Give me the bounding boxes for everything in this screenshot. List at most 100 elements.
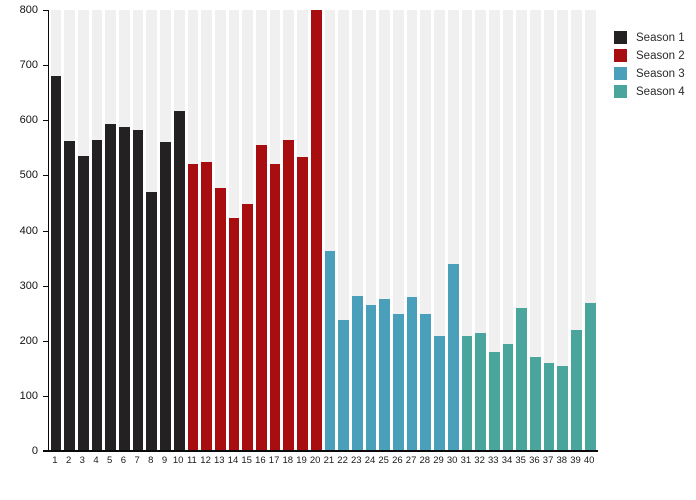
x-tick-label: 22: [337, 455, 348, 466]
x-tick-label: 25: [378, 455, 389, 466]
x-tick-label: 14: [227, 455, 239, 466]
y-tick-label: 800: [19, 4, 38, 16]
bar-episode-9: [160, 141, 171, 451]
plot-area: [48, 10, 596, 451]
legend-swatch-season-1-icon: [614, 31, 627, 44]
background-stripe: [543, 10, 555, 451]
x-tick-label: 19: [296, 455, 307, 466]
bar-episode-14: [228, 217, 240, 451]
x-tick-label: 34: [501, 455, 513, 466]
bar-episode-36: [530, 356, 541, 451]
x-tick-label: 23: [351, 455, 362, 466]
background-stripe: [530, 10, 541, 451]
bar-episode-13: [214, 187, 226, 451]
bar-episode-7: [132, 129, 144, 451]
x-tick-label: 37: [542, 455, 554, 466]
bar-episode-39: [571, 330, 582, 451]
bar-episode-12: [201, 162, 212, 451]
x-tick-label: 6: [120, 455, 127, 466]
y-tick-label: 400: [19, 224, 38, 237]
bar-episode-34: [502, 343, 514, 451]
y-tick-mark: [43, 285, 48, 287]
y-tick-label: 500: [19, 169, 38, 182]
bar-episode-37: [543, 362, 555, 451]
bar-episode-28: [420, 313, 432, 451]
bar-episode-1: [50, 76, 62, 451]
x-tick-label: 30: [446, 455, 458, 466]
y-tick-mark: [43, 340, 48, 342]
legend-label-season-4: Season 4: [636, 85, 685, 98]
background-stripe: [461, 10, 473, 451]
bar-episode-2: [64, 140, 75, 451]
x-tick-label: 1: [52, 455, 58, 466]
x-tick-label: 13: [214, 455, 225, 466]
bar-episode-8: [146, 191, 158, 451]
bar-episode-19: [297, 157, 308, 451]
x-tick-label: 32: [474, 455, 485, 466]
bar-episode-4: [91, 139, 103, 451]
bar-episode-17: [269, 163, 281, 451]
x-tick-label: 8: [148, 455, 154, 466]
bar-episode-40: [584, 302, 596, 451]
bar-episode-6: [119, 127, 130, 451]
legend-row-season-2: Season 2: [614, 49, 685, 62]
x-tick-label: 11: [186, 455, 197, 466]
bar-episode-33: [488, 352, 500, 451]
x-tick-label: 38: [556, 455, 568, 466]
x-tick-label: 26: [392, 455, 403, 466]
y-tick-mark: [43, 120, 48, 122]
x-tick-label: 29: [433, 455, 444, 466]
x-tick-label: 9: [161, 455, 168, 466]
bar-episode-10: [173, 111, 185, 451]
bar-episode-26: [393, 313, 404, 451]
legend: Season 1 Season 2 Season 3 Season 4: [614, 31, 685, 103]
background-stripe: [365, 10, 377, 451]
background-stripe: [379, 10, 391, 451]
legend-row-season-3: Season 3: [614, 67, 685, 80]
legend-swatch-season-3-icon: [614, 67, 627, 80]
x-tick-label: 35: [515, 455, 526, 466]
background-stripe: [488, 10, 500, 451]
bar-episode-11: [187, 164, 199, 451]
legend-label-season-3: Season 3: [636, 67, 685, 80]
bar-episode-3: [77, 156, 89, 451]
bar-episode-18: [283, 139, 295, 451]
x-tick-label: 27: [405, 455, 417, 466]
x-tick-label: 21: [323, 455, 335, 466]
x-tick-label: 10: [172, 455, 184, 466]
bar-episode-29: [434, 335, 445, 451]
y-tick-label: 300: [19, 279, 38, 292]
y-tick-label: 700: [19, 59, 38, 72]
y-tick-label: 100: [19, 389, 38, 402]
x-tick-label: 12: [200, 455, 211, 466]
x-tick-label: 33: [488, 455, 499, 466]
x-tick-label: 2: [65, 455, 72, 466]
x-axis-line: [43, 450, 598, 452]
y-tick-mark: [43, 65, 48, 67]
y-tick-label: 600: [19, 114, 38, 127]
background-stripe: [406, 10, 418, 451]
y-tick-mark: [43, 230, 48, 232]
background-stripe: [557, 10, 569, 451]
y-tick-label: 200: [19, 334, 38, 347]
x-tick-label: 17: [268, 455, 280, 466]
bar-episode-30: [447, 263, 459, 451]
background-stripe: [420, 10, 432, 451]
y-tick-mark: [43, 10, 48, 11]
legend-label-season-1: Season 1: [636, 31, 685, 44]
x-tick-label: 40: [583, 455, 595, 466]
legend-swatch-season-2-icon: [614, 49, 627, 62]
x-tick-label: 4: [93, 455, 99, 466]
background-stripe: [434, 10, 445, 451]
bar-episode-25: [379, 299, 391, 451]
x-tick-label: 28: [419, 455, 431, 466]
background-stripe: [338, 10, 349, 451]
background-stripe: [324, 10, 336, 451]
background-stripe: [447, 10, 459, 451]
bar-episode-22: [338, 320, 349, 451]
x-tick-label: 16: [255, 455, 266, 466]
x-tick-label: 36: [529, 455, 540, 466]
bar-episode-35: [516, 308, 528, 451]
x-tick-label: 20: [309, 455, 321, 466]
